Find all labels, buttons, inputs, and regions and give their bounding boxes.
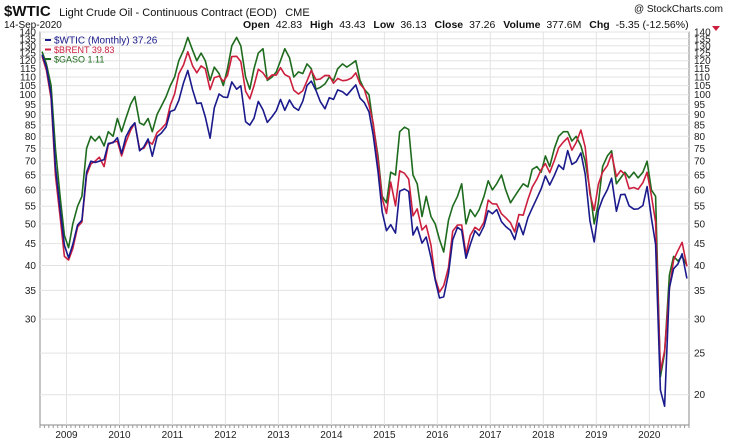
y-tick-right-10: 70 xyxy=(694,157,706,168)
close-label: Close xyxy=(435,19,464,31)
x-tick-2017: 2017 xyxy=(479,430,502,441)
y-tick-left-6: 60 xyxy=(25,185,37,196)
y-tick-right-22: 130 xyxy=(694,41,711,52)
y-tick-right-19: 115 xyxy=(694,64,710,75)
y-tick-right-8: 60 xyxy=(694,185,706,196)
x-tick-2016: 2016 xyxy=(426,430,449,441)
y-tick-left-12: 90 xyxy=(25,110,37,121)
y-tick-left-4: 50 xyxy=(25,219,37,230)
x-tick-2011: 2011 xyxy=(162,430,184,441)
x-tick-2020: 2020 xyxy=(638,430,661,441)
low-label: Low xyxy=(373,19,395,31)
y-tick-left-17: 115 xyxy=(20,64,36,75)
y-tick-right-24: 140 xyxy=(694,28,711,39)
y-tick-right-6: 50 xyxy=(694,219,706,230)
y-tick-right-4: 40 xyxy=(694,261,706,272)
y-tick-right-15: 95 xyxy=(694,100,706,111)
high-value: 43.43 xyxy=(339,19,365,31)
y-tick-left-18: 120 xyxy=(19,56,36,67)
y-tick-left-9: 75 xyxy=(25,144,37,155)
legend-label-1: $BRENT 39.83 xyxy=(54,45,114,55)
y-tick-right-1: 25 xyxy=(694,349,706,360)
y-tick-left-20: 130 xyxy=(19,41,36,52)
y-tick-right-7: 55 xyxy=(694,202,706,213)
y-tick-left-10: 80 xyxy=(25,132,37,143)
y-tick-left-22: 140 xyxy=(19,28,36,39)
x-tick-2012: 2012 xyxy=(214,430,237,441)
chg-label: Chg xyxy=(589,19,609,31)
y-tick-left-16: 110 xyxy=(20,73,36,84)
chart-header: $WTIC Light Crude Oil - Continuous Contr… xyxy=(4,3,310,20)
y-tick-right-23: 135 xyxy=(694,34,711,45)
y-tick-left-13: 95 xyxy=(25,100,37,111)
y-tick-left-19: 125 xyxy=(19,49,36,60)
volume-label: Volume xyxy=(503,19,540,31)
y-tick-left-21: 135 xyxy=(19,34,36,45)
low-value: 36.13 xyxy=(400,19,426,31)
y-tick-left-7: 65 xyxy=(25,171,37,182)
date-label: 14-Sep-2020 xyxy=(4,20,62,31)
y-tick-left-3: 45 xyxy=(25,239,37,250)
series-lines xyxy=(41,36,688,407)
y-tick-right-13: 85 xyxy=(694,121,706,132)
series-line-0 xyxy=(41,54,688,407)
y-tick-left-15: 105 xyxy=(19,81,36,92)
y-tick-right-3: 35 xyxy=(694,286,706,297)
high-label: High xyxy=(310,19,333,31)
y-tick-right-21: 125 xyxy=(694,49,711,60)
y-tick-left-1: 35 xyxy=(25,286,37,297)
y-tick-right-17: 105 xyxy=(694,81,711,92)
legend-label-2: $GASO 1.11 xyxy=(54,55,104,65)
y-tick-left-14: 100 xyxy=(19,90,36,101)
x-tick-2010: 2010 xyxy=(108,430,131,441)
x-tick-2019: 2019 xyxy=(585,430,608,441)
y-tick-right-12: 80 xyxy=(694,132,706,143)
y-tick-left-11: 85 xyxy=(25,121,37,132)
y-tick-right-14: 90 xyxy=(694,110,706,121)
y-tick-left-5: 55 xyxy=(25,202,37,213)
open-label: Open xyxy=(243,19,270,31)
x-tick-2013: 2013 xyxy=(267,430,290,441)
y-tick-right-2: 30 xyxy=(694,315,706,326)
y-tick-right-0: 20 xyxy=(694,390,706,401)
y-tick-right-18: 110 xyxy=(694,73,710,84)
down-arrow-icon xyxy=(712,26,720,31)
quote-line: Open 42.83 High 43.43 Low 36.13 Close 37… xyxy=(243,19,689,31)
exchange-label: CME xyxy=(285,7,309,19)
volume-value: 377.6M xyxy=(546,19,581,31)
close-value: 37.26 xyxy=(469,19,495,31)
legend-label-0: $WTIC (Monthly) 37.26 xyxy=(54,36,158,47)
instrument-title: Light Crude Oil - Continuous Contract (E… xyxy=(59,7,277,19)
y-tick-right-20: 120 xyxy=(694,56,711,67)
x-tick-2015: 2015 xyxy=(373,430,396,441)
y-tick-right-16: 100 xyxy=(694,90,711,101)
plot-area xyxy=(39,31,690,426)
legend: $WTIC (Monthly) 37.26$BRENT 39.83$GASO 1… xyxy=(45,36,158,65)
axis-ticks: 3035404550556065707580859095100105110115… xyxy=(19,28,711,442)
y-tick-right-9: 65 xyxy=(694,171,706,182)
y-tick-right-11: 75 xyxy=(694,144,706,155)
chg-value: -5.35 (-12.56%) xyxy=(616,19,689,31)
x-tick-2018: 2018 xyxy=(532,430,555,441)
y-tick-left-0: 30 xyxy=(25,315,37,326)
open-value: 42.83 xyxy=(276,19,302,31)
x-tick-2009: 2009 xyxy=(55,430,78,441)
y-tick-left-2: 40 xyxy=(25,261,37,272)
symbol-label: $WTIC xyxy=(4,3,51,20)
x-tick-2014: 2014 xyxy=(320,430,343,441)
y-tick-left-8: 70 xyxy=(25,157,37,168)
watermark: @ StockCharts.com xyxy=(634,4,723,15)
grid xyxy=(40,31,689,425)
y-tick-right-5: 45 xyxy=(694,239,706,250)
